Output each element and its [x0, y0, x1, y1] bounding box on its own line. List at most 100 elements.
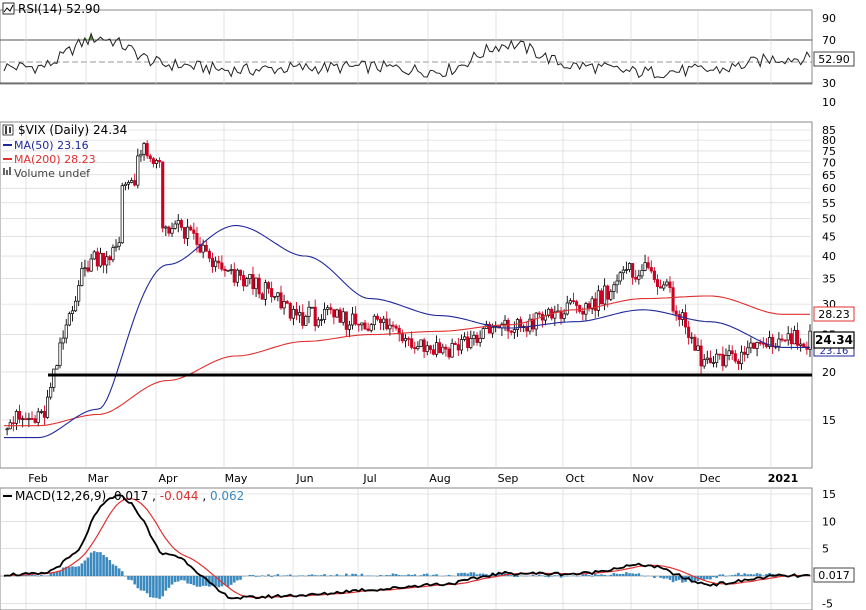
- price-candle-body: [428, 345, 432, 351]
- macd-histogram-bar: [693, 576, 697, 581]
- price-candle-body: [472, 334, 476, 339]
- price-candle-body: [659, 286, 663, 289]
- month-axis-labels: Feb Mar Apr May Jun Jul Aug Sep Oct Nov Dec 2021: [28, 472, 798, 485]
- price-candle-body: [105, 256, 109, 266]
- price-candle-body: [70, 310, 75, 315]
- macd-histogram-bar: [204, 576, 208, 586]
- price-candle-body: [469, 338, 473, 348]
- price-candle-body: [696, 345, 700, 351]
- macd-histogram-bar: [721, 574, 725, 576]
- price-candle-body: [581, 311, 585, 315]
- price-candle-body: [431, 349, 436, 355]
- macd-histogram-bar: [531, 574, 535, 576]
- price-candle-body: [319, 319, 323, 321]
- price-tick-label: 20: [822, 366, 836, 379]
- macd-histogram-bar: [74, 566, 77, 576]
- macd-histogram-bar: [86, 557, 90, 576]
- price-candle-body: [397, 327, 401, 335]
- macd-histogram-bar: [590, 576, 594, 577]
- price-tick-label: 85: [822, 124, 836, 137]
- macd-histogram-bar: [96, 552, 99, 576]
- price-candle-body: [307, 306, 311, 317]
- macd-histogram-bar: [68, 567, 71, 576]
- price-candle-body: [46, 396, 50, 418]
- macd-histogram-bar: [388, 575, 392, 576]
- price-candle-body: [301, 312, 305, 326]
- price-candle-body: [148, 155, 152, 159]
- price-candle-body: [528, 318, 532, 332]
- price-candle-body: [316, 319, 320, 327]
- price-candle-body: [24, 418, 28, 420]
- price-badges: 28.23 23.16 24.34: [813, 306, 855, 357]
- macd-histogram-bar: [77, 566, 80, 576]
- macd-histogram-bar: [223, 576, 227, 585]
- macd-histogram-bar: [746, 574, 750, 576]
- price-candle-body: [410, 338, 414, 348]
- price-candle-body: [627, 263, 632, 270]
- macd-histogram-bar: [706, 576, 709, 580]
- macd-histogram-bar: [248, 574, 252, 576]
- price-candle-body: [571, 300, 576, 303]
- price-candle-body: [18, 411, 22, 420]
- macd-histogram-bar: [755, 573, 759, 576]
- price-candle-body: [447, 348, 451, 358]
- price-tick-label: 55: [822, 197, 836, 210]
- macd-histogram-bar: [628, 573, 631, 576]
- price-candle-body: [413, 347, 417, 350]
- price-candle-body: [14, 411, 18, 424]
- price-candle-body: [553, 311, 557, 319]
- macd-histogram-bar: [30, 574, 34, 576]
- price-candle-body: [207, 250, 211, 259]
- macd-histogram-bar: [189, 576, 193, 585]
- macd-histogram-bar: [176, 576, 180, 582]
- price-candle-body: [680, 312, 684, 320]
- price-candle-body: [86, 267, 90, 272]
- price-candle-body: [326, 307, 330, 310]
- price-candle-body: [242, 275, 246, 287]
- macd-histogram-bar: [298, 575, 301, 576]
- price-candle-body: [360, 322, 364, 326]
- macd-legend-text: MACD(12,26,9) 0.017 , -0.044 , 0.062: [15, 489, 244, 503]
- macd-histogram-bar: [102, 554, 105, 576]
- price-candle-body: [217, 260, 221, 264]
- price-candle-body: [767, 336, 772, 347]
- price-candle-body: [173, 223, 177, 229]
- price-candle-body: [537, 312, 541, 315]
- macd-histogram-bar: [148, 576, 152, 598]
- price-candle-body: [615, 280, 619, 286]
- macd-histogram-bar: [320, 575, 323, 576]
- month-label: Jul: [362, 472, 376, 485]
- price-candle-body: [357, 323, 361, 326]
- price-candle-body: [690, 336, 694, 339]
- macd-histogram-bar: [92, 551, 96, 576]
- macd-histogram-bar: [307, 574, 311, 576]
- price-candle-body: [724, 355, 728, 367]
- macd-histogram-bar: [419, 575, 423, 576]
- price-candle-body: [752, 342, 756, 349]
- price-candle-body: [329, 307, 333, 310]
- price-candle-body: [789, 333, 793, 345]
- price-tick-label: 45: [822, 230, 836, 243]
- macd-histogram-bar: [597, 574, 600, 576]
- macd-histogram-bar: [621, 573, 625, 576]
- macd-histogram-bar: [27, 575, 31, 576]
- price-candle-body: [372, 315, 376, 325]
- price-candle-body: [201, 244, 205, 253]
- macd-histogram-bar: [201, 576, 205, 586]
- macd-histogram-bar: [469, 572, 473, 576]
- price-candle-body: [506, 319, 510, 332]
- price-candle-body: [186, 226, 190, 239]
- price-candle-body: [727, 350, 731, 356]
- price-candle-body: [151, 158, 155, 164]
- macd-histogram-bar: [83, 560, 87, 576]
- price-candle-body: [419, 339, 423, 347]
- macd-histogram-bar: [394, 573, 398, 576]
- price-tick-label: 60: [822, 182, 836, 195]
- month-label: 2021: [768, 472, 799, 485]
- macd-histogram: [5, 551, 812, 599]
- month-label: Nov: [632, 472, 654, 485]
- price-candle-body: [176, 220, 180, 225]
- macd-histogram-bar: [173, 576, 177, 583]
- price-candle-body: [534, 312, 538, 330]
